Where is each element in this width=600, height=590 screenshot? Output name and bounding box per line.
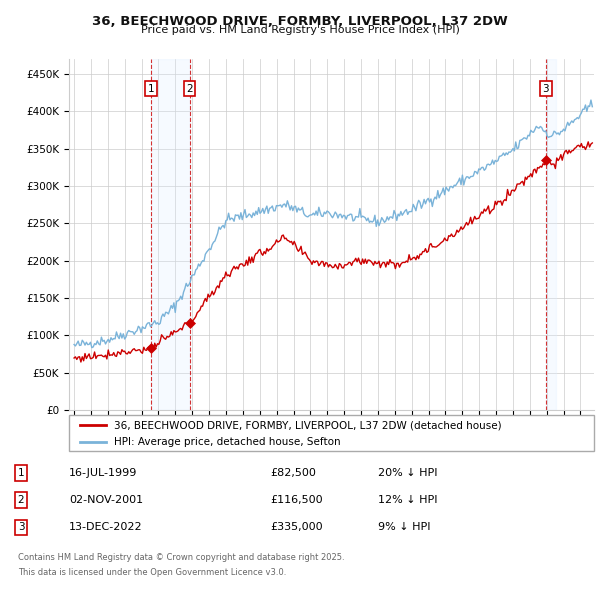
Text: 36, BEECHWOOD DRIVE, FORMBY, LIVERPOOL, L37 2DW (detached house): 36, BEECHWOOD DRIVE, FORMBY, LIVERPOOL, …: [113, 420, 501, 430]
Text: This data is licensed under the Open Government Licence v3.0.: This data is licensed under the Open Gov…: [18, 568, 286, 577]
Text: 2: 2: [17, 496, 25, 505]
Text: £82,500: £82,500: [270, 468, 316, 478]
Text: £335,000: £335,000: [270, 523, 323, 532]
Text: 1: 1: [17, 468, 25, 478]
Text: 9% ↓ HPI: 9% ↓ HPI: [378, 523, 431, 532]
Text: 13-DEC-2022: 13-DEC-2022: [69, 523, 143, 532]
Text: 36, BEECHWOOD DRIVE, FORMBY, LIVERPOOL, L37 2DW: 36, BEECHWOOD DRIVE, FORMBY, LIVERPOOL, …: [92, 15, 508, 28]
Bar: [546, 59, 556, 410]
Text: Price paid vs. HM Land Registry's House Price Index (HPI): Price paid vs. HM Land Registry's House …: [140, 25, 460, 35]
FancyBboxPatch shape: [69, 415, 594, 451]
Text: 20% ↓ HPI: 20% ↓ HPI: [378, 468, 437, 478]
Text: 16-JUL-1999: 16-JUL-1999: [69, 468, 137, 478]
Text: 1: 1: [148, 84, 154, 94]
Text: 2: 2: [186, 84, 193, 94]
Text: £116,500: £116,500: [270, 496, 323, 505]
Text: 3: 3: [542, 84, 549, 94]
Bar: [151, 59, 190, 410]
Text: 02-NOV-2001: 02-NOV-2001: [69, 496, 143, 505]
Text: Contains HM Land Registry data © Crown copyright and database right 2025.: Contains HM Land Registry data © Crown c…: [18, 553, 344, 562]
Text: 12% ↓ HPI: 12% ↓ HPI: [378, 496, 437, 505]
Text: 3: 3: [17, 523, 25, 532]
Text: HPI: Average price, detached house, Sefton: HPI: Average price, detached house, Seft…: [113, 437, 340, 447]
